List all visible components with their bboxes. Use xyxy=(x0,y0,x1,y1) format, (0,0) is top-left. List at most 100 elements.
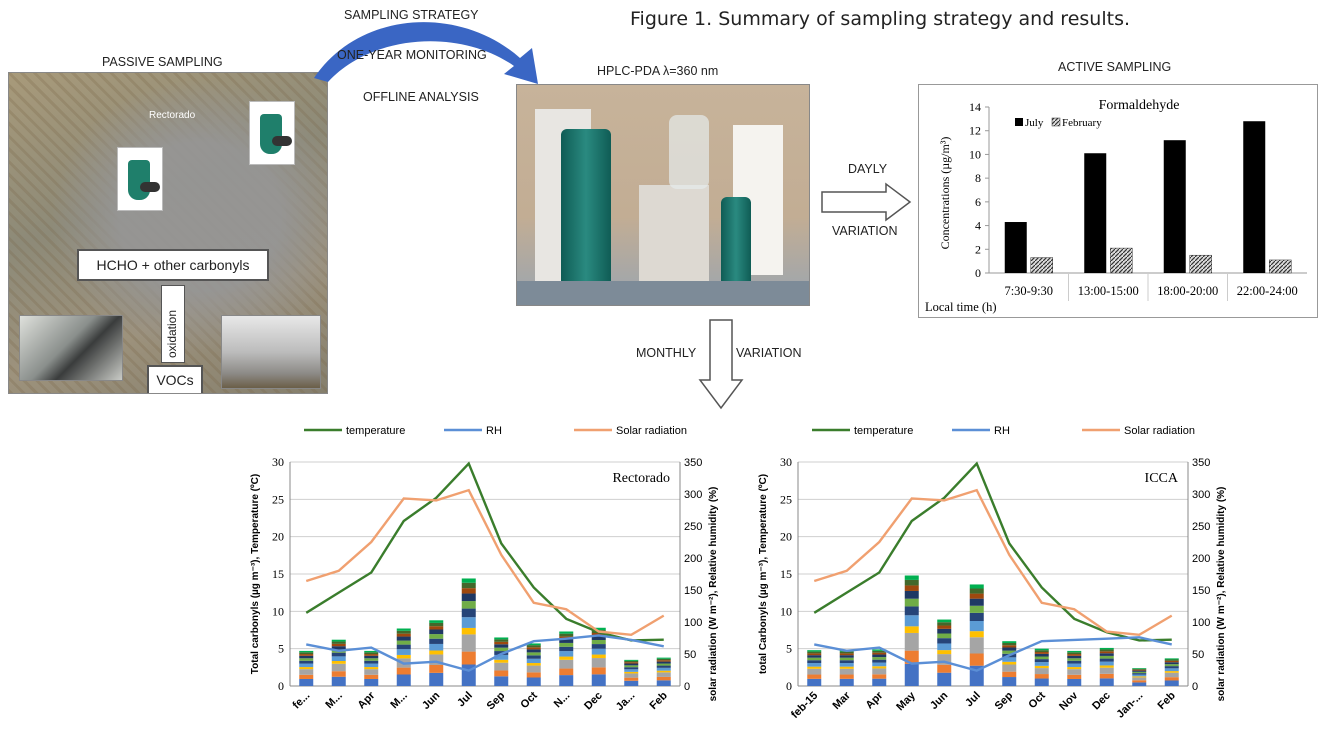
stack-segment xyxy=(624,662,639,664)
stack-segment xyxy=(1164,677,1179,681)
y2-tick-label: 0 xyxy=(684,681,690,693)
stack-segment xyxy=(331,671,346,677)
stack-segment xyxy=(299,650,314,653)
x-tick-label: Dec xyxy=(582,690,605,713)
stack-segment xyxy=(526,643,541,646)
stack-segment xyxy=(299,658,314,661)
stack-segment xyxy=(559,675,574,686)
stack-segment xyxy=(1067,663,1082,668)
stack-segment xyxy=(1132,668,1147,669)
stack-segment xyxy=(969,593,984,599)
y-tick-label: 15 xyxy=(272,567,284,581)
stack-segment xyxy=(624,671,639,674)
stack-segment xyxy=(839,668,854,675)
stack-segment xyxy=(494,670,509,677)
stack-segment xyxy=(591,658,606,668)
formaldehyde-chart-frame: 0 2 4 6 8 10 12 14 7:30-9:30 13:00-15:00 18:00-20:… xyxy=(918,84,1318,318)
stack-segment xyxy=(429,638,444,644)
stack-segment xyxy=(1099,658,1114,662)
stack-segment xyxy=(937,619,952,623)
passive-sampling-label: PASSIVE SAMPLING xyxy=(102,55,223,69)
y-tick-label: 0 xyxy=(975,266,981,280)
stack-segment xyxy=(656,676,671,681)
y-tick-label: 20 xyxy=(272,530,284,544)
stack-segment xyxy=(1132,668,1147,670)
stack-segment xyxy=(1164,664,1179,667)
y2-tick-label: 100 xyxy=(1192,617,1210,629)
chart-title: Rectorado xyxy=(612,471,670,486)
stack-segment xyxy=(807,666,822,669)
stack-segment xyxy=(1099,678,1114,686)
y-tick-label: 8 xyxy=(975,171,981,185)
stack-segment xyxy=(331,661,346,664)
stack-segment xyxy=(872,662,887,667)
bar-july xyxy=(1163,140,1186,273)
stack-segment xyxy=(591,674,606,686)
stack-segment xyxy=(559,639,574,643)
x-tick-label: Sep xyxy=(485,689,508,712)
stack-segment xyxy=(1002,677,1017,686)
y-tick-label: 10 xyxy=(969,147,981,161)
series-line-solar-radiation xyxy=(813,488,1173,637)
stack-segment xyxy=(591,627,606,631)
oxidation-label: oxidation xyxy=(165,309,179,358)
stack-segment xyxy=(364,667,379,670)
stack-segment xyxy=(807,663,822,667)
stack-segment xyxy=(461,651,476,665)
x-tick-label: N... xyxy=(552,690,573,711)
x-tick-label: 22:00-24:00 xyxy=(1237,284,1298,298)
stack-segment xyxy=(904,598,919,607)
x-tick-label: 13:00-15:00 xyxy=(1078,284,1139,298)
hplc-label: HPLC-PDA λ=360 nm xyxy=(597,64,719,78)
legend-label-february: February xyxy=(1062,117,1102,129)
series-line-rh xyxy=(306,634,664,672)
stack-segment xyxy=(904,585,919,591)
y2-tick-label: 200 xyxy=(684,553,702,565)
stack-segment xyxy=(937,664,952,673)
stack-segment xyxy=(624,669,639,672)
stack-segment xyxy=(872,659,887,663)
stack-segment xyxy=(429,626,444,630)
stack-segment xyxy=(969,598,984,606)
stack-segment xyxy=(904,615,919,627)
stack-segment xyxy=(1132,676,1147,678)
stack-segment xyxy=(1002,650,1017,654)
stack-segment xyxy=(429,654,444,665)
stack-segment xyxy=(1132,677,1147,681)
bar-february xyxy=(1269,259,1292,274)
site-label: Rectorado xyxy=(149,110,196,121)
stack-segment xyxy=(937,650,952,655)
stack-segment xyxy=(656,670,671,673)
x-tick-label: 18:00-20:00 xyxy=(1157,284,1218,298)
stack-segment xyxy=(1164,672,1179,678)
x-tick-label: Ja... xyxy=(614,690,638,714)
strategy-line-3: OFFLINE ANALYSIS xyxy=(363,90,479,104)
y2-tick-label: 350 xyxy=(684,457,702,469)
y2-tick-label: 150 xyxy=(684,585,702,597)
x-tick-label: Dec xyxy=(1090,690,1113,713)
aerial-photo: Rectorado HCHO + other carbonyls oxidati… xyxy=(8,72,328,394)
stack-segment xyxy=(429,620,444,623)
stack-segment xyxy=(396,667,411,675)
stack-segment xyxy=(364,658,379,661)
stack-segment xyxy=(624,659,639,661)
stack-segment xyxy=(429,634,444,639)
stack-segment xyxy=(656,658,671,661)
daily-label-2: VARIATION xyxy=(832,224,898,238)
x-tick-label: Jul xyxy=(455,690,475,710)
y-tick-label: 30 xyxy=(272,455,284,469)
stack-segment xyxy=(1002,657,1017,662)
stack-segment xyxy=(656,660,671,662)
stack-segment xyxy=(904,590,919,599)
stack-segment xyxy=(461,578,476,583)
stack-segment xyxy=(1034,668,1049,675)
stack-segment xyxy=(494,662,509,671)
stack-segment xyxy=(364,669,379,675)
stack-segment xyxy=(1067,652,1082,655)
stack-segment xyxy=(656,672,671,677)
stack-segment xyxy=(969,584,984,589)
stack-segment xyxy=(299,678,314,686)
stack-segment xyxy=(494,647,509,652)
stack-segment xyxy=(559,646,574,652)
chimney-photo xyxy=(221,315,321,389)
